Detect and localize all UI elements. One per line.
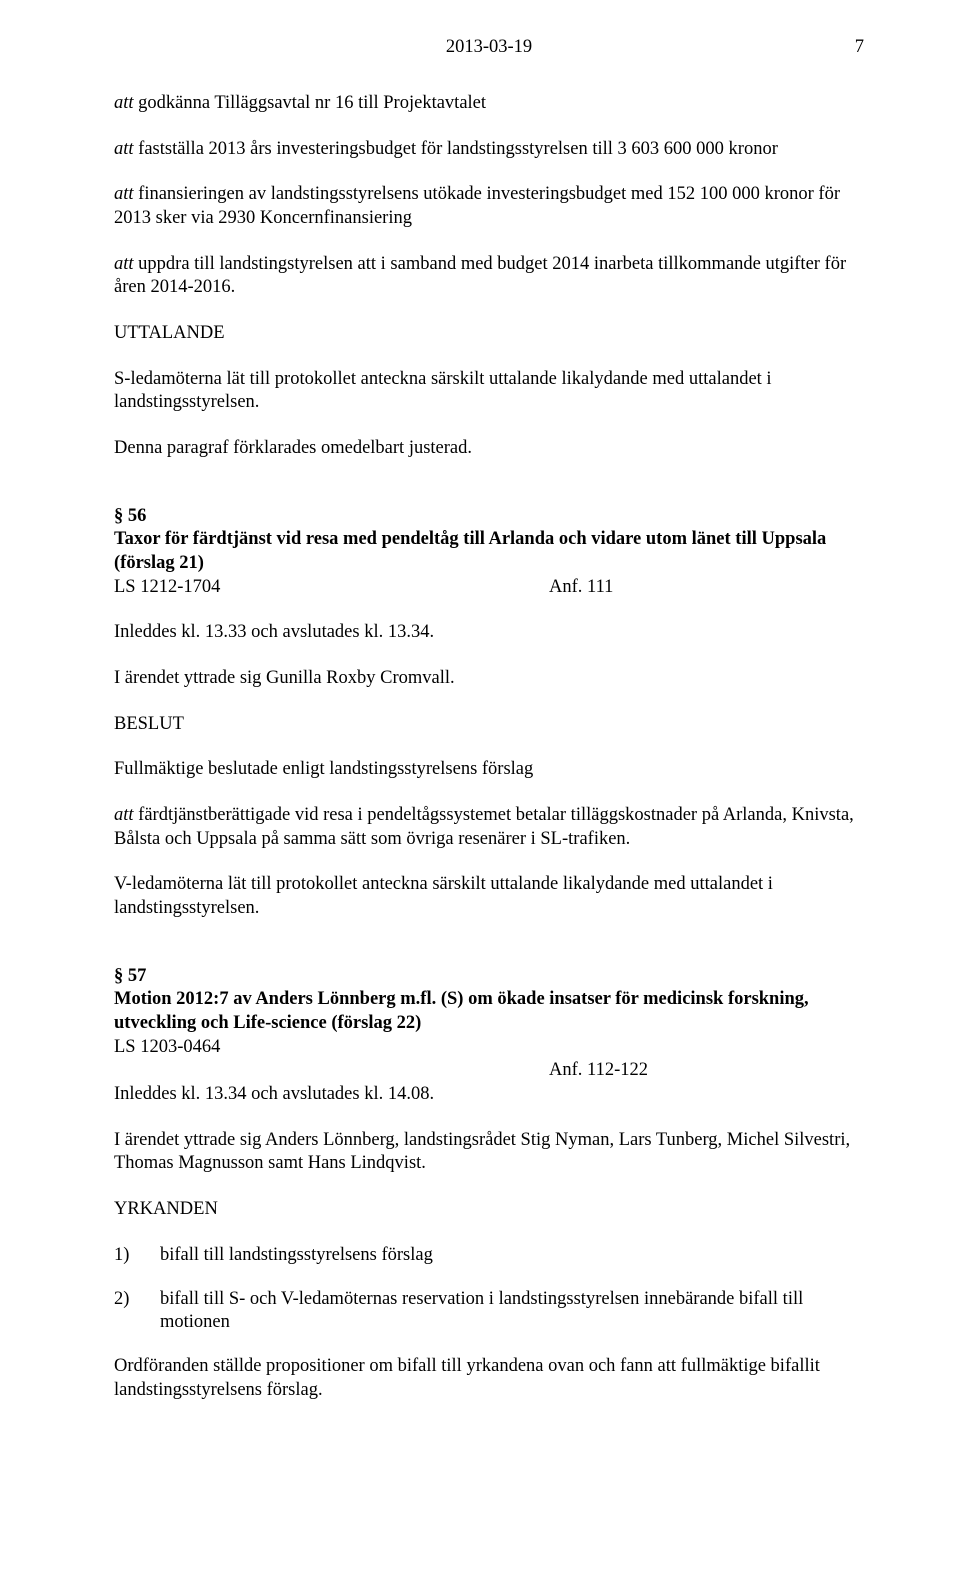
section-57: § 57 Motion 2012:7 av Anders Lönnberg m.… — [114, 965, 864, 1402]
para-att-3-text: finansieringen av landstingsstyrelsens u… — [114, 184, 840, 228]
para-uttalande-body: S-ledamöterna lät till protokollet antec… — [114, 368, 864, 415]
para-att-4: att uppdra till landstingstyrelsen att i… — [114, 253, 864, 300]
section-57-title: Motion 2012:7 av Anders Lönnberg m.fl. (… — [114, 988, 864, 1035]
yrkanden-list: 1) bifall till landstingsstyrelsens förs… — [114, 1244, 864, 1335]
section-56-p2: att färdtjänstberättigade vid resa i pen… — [114, 804, 864, 851]
section-57-ls: LS 1203-0464 — [114, 1036, 864, 1060]
para-att-1: att godkänna Tilläggsavtal nr 16 till Pr… — [114, 92, 864, 116]
uttalande-heading: UTTALANDE — [114, 322, 864, 346]
section-56-ls: LS 1212-1704 — [114, 576, 549, 600]
yrkanden-item-1-text: bifall till landstingsstyrelsens förslag — [160, 1244, 864, 1268]
para-att-1-text: godkänna Tilläggsavtal nr 16 till Projek… — [134, 93, 487, 113]
section-57-anf: Anf. 112-122 — [549, 1059, 864, 1083]
section-56-yttrade: I ärendet yttrade sig Gunilla Roxby Crom… — [114, 667, 864, 691]
att-prefix: att — [114, 139, 134, 159]
section-57-last: Ordföranden ställde propositioner om bif… — [114, 1355, 864, 1402]
yrkanden-item-2: 2) bifall till S- och V-ledamöternas res… — [114, 1288, 864, 1335]
section-56-title: Taxor för färdtjänst vid resa med pendel… — [114, 528, 864, 575]
section-56-number: § 56 — [114, 505, 864, 529]
spacer — [114, 1059, 549, 1083]
att-prefix: att — [114, 93, 134, 113]
att-prefix: att — [114, 254, 134, 274]
beslut-heading: BESLUT — [114, 713, 864, 737]
para-att-2-text: fastställa 2013 års investeringsbudget f… — [134, 139, 778, 159]
para-att-4-text: uppdra till landstingstyrelsen att i sam… — [114, 254, 846, 298]
section-56-p1: Fullmäktige beslutade enligt landstingss… — [114, 758, 864, 782]
header-page-number: 7 — [855, 36, 864, 60]
section-56-p2-text: färdtjänstberättigade vid resa i pendelt… — [114, 805, 854, 849]
att-prefix: att — [114, 184, 134, 204]
section-56-p3: V-ledamöterna lät till protokollet antec… — [114, 873, 864, 920]
section-57-anf-row: Anf. 112-122 — [114, 1059, 864, 1083]
section-57-number: § 57 — [114, 965, 864, 989]
section-56: § 56 Taxor för färdtjänst vid resa med p… — [114, 505, 864, 921]
yrkanden-item-2-num: 2) — [114, 1288, 160, 1335]
yrkanden-item-2-text: bifall till S- och V-ledamöternas reserv… — [160, 1288, 864, 1335]
yrkanden-item-1-num: 1) — [114, 1244, 160, 1268]
page-header: 2013-03-19 7 — [114, 36, 864, 64]
document-page: 2013-03-19 7 att godkänna Tilläggsavtal … — [0, 0, 960, 1573]
yrkanden-item-1: 1) bifall till landstingsstyrelsens förs… — [114, 1244, 864, 1268]
para-att-2: att fastställa 2013 års investeringsbudg… — [114, 138, 864, 162]
att-prefix: att — [114, 805, 134, 825]
section-57-inleddes: Inleddes kl. 13.34 och avslutades kl. 14… — [114, 1083, 864, 1107]
para-justerad: Denna paragraf förklarades omedelbart ju… — [114, 437, 864, 461]
section-56-inleddes: Inleddes kl. 13.33 och avslutades kl. 13… — [114, 621, 864, 645]
section-56-ls-row: LS 1212-1704 Anf. 111 — [114, 576, 864, 600]
section-56-anf: Anf. 111 — [549, 576, 864, 600]
para-att-3: att finansieringen av landstingsstyrelse… — [114, 183, 864, 230]
yrkanden-heading: YRKANDEN — [114, 1198, 864, 1222]
header-date: 2013-03-19 — [446, 36, 532, 60]
section-57-yttrade: I ärendet yttrade sig Anders Lönnberg, l… — [114, 1129, 864, 1176]
